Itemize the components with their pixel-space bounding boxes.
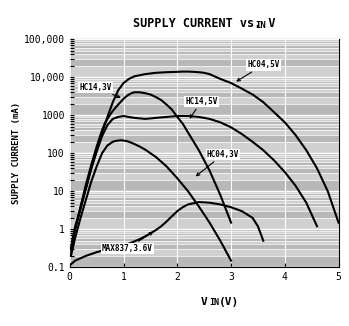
Bar [70, 97, 339, 104]
Text: HC14,3V: HC14,3V [80, 83, 120, 97]
Bar [70, 159, 339, 162]
Bar [70, 191, 339, 193]
Text: SUPPLY CURRENT vs. V: SUPPLY CURRENT vs. V [133, 17, 275, 30]
Text: V: V [201, 297, 208, 307]
Bar [70, 218, 339, 229]
Bar [70, 142, 339, 153]
Bar [70, 130, 339, 135]
Y-axis label: SUPPLY CURRENT (mA): SUPPLY CURRENT (mA) [12, 102, 21, 204]
Bar [70, 66, 339, 77]
Text: IN: IN [255, 21, 266, 30]
Bar [70, 119, 339, 121]
Bar [70, 235, 339, 238]
Text: HC14,5V: HC14,5V [185, 97, 218, 118]
Text: IN: IN [209, 298, 219, 307]
Bar [70, 200, 339, 203]
Bar [70, 48, 339, 51]
Bar [70, 231, 339, 233]
Bar [70, 43, 339, 45]
Text: HC04,3V: HC04,3V [196, 150, 239, 176]
Text: (V): (V) [219, 297, 239, 307]
Text: HC04,5V: HC04,5V [237, 60, 280, 81]
Bar [70, 115, 339, 117]
Bar [70, 206, 339, 211]
Bar [70, 249, 339, 256]
Text: MAX837,3.6V: MAX837,3.6V [102, 232, 153, 253]
Bar [70, 165, 339, 168]
Bar [70, 124, 339, 126]
Bar [70, 79, 339, 81]
Bar [70, 173, 339, 180]
Bar [70, 39, 339, 41]
Bar [70, 241, 339, 244]
Bar [70, 54, 339, 59]
Bar [70, 83, 339, 86]
Bar [70, 195, 339, 197]
Bar [70, 89, 339, 92]
Bar [70, 155, 339, 157]
